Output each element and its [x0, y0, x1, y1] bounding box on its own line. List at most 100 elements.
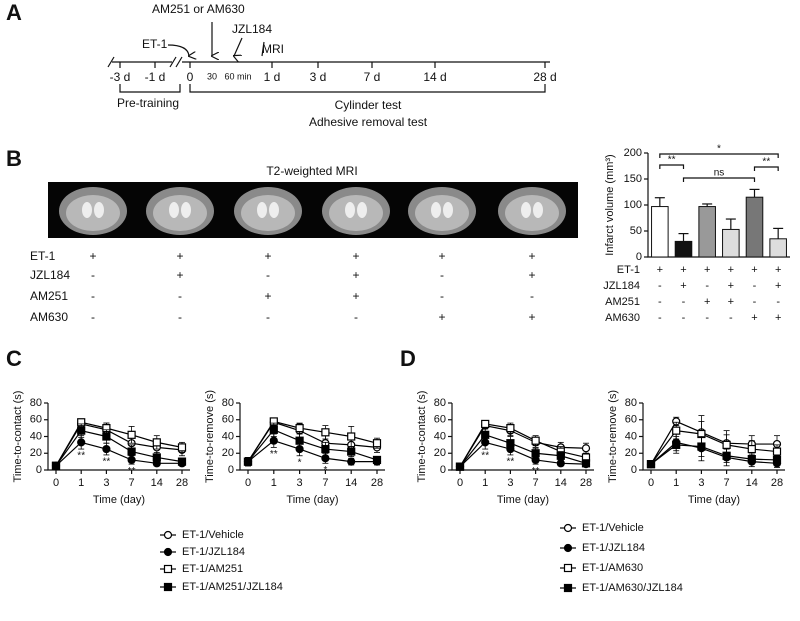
- y-axis-label: Time-to-contact (s): [416, 391, 428, 483]
- treatment-sign: -: [658, 280, 662, 292]
- brain-slice: [66, 195, 120, 231]
- mri-images: [59, 187, 566, 235]
- point: [127, 447, 136, 456]
- y-tick-label: 40: [625, 430, 637, 442]
- series-line: [55, 441, 182, 467]
- x-axis-label: Time (day): [688, 494, 740, 506]
- panel-label: D: [400, 346, 416, 371]
- treatment-sign: -: [658, 312, 662, 324]
- point: [747, 455, 756, 464]
- series-line: [55, 423, 183, 467]
- treatment-label: AM630: [605, 312, 640, 324]
- x-tick-label: 1: [482, 477, 488, 489]
- treatment-sign: +: [352, 289, 359, 303]
- tick-label: 60 min: [224, 71, 251, 81]
- x-axis-label: Time (day): [497, 494, 549, 506]
- point: [506, 424, 515, 433]
- treatment-label: ET-1: [30, 249, 56, 263]
- treatment-sign: +: [528, 268, 535, 282]
- point: [672, 440, 681, 449]
- treatment-sign: -: [705, 280, 709, 292]
- treatment-sign: +: [528, 249, 535, 263]
- legend-label: ET-1/AM251/JZL184: [182, 581, 283, 593]
- y-tick-label: 100: [624, 199, 642, 211]
- point: [127, 430, 136, 439]
- treatment-sign: +: [704, 264, 710, 276]
- series-line: [55, 429, 183, 467]
- treatment-sign: -: [354, 310, 358, 324]
- point: [295, 424, 304, 433]
- x-tick-label: 1: [271, 477, 277, 489]
- tick-label: 1 d: [264, 70, 281, 84]
- bar: [651, 206, 669, 258]
- significance-label: ns: [714, 168, 725, 179]
- legend-label: ET-1/JZL184: [182, 546, 245, 558]
- period-label: Adhesive removal test: [309, 115, 428, 129]
- series-line: [650, 444, 778, 465]
- treatment-sign: +: [264, 289, 271, 303]
- point: [77, 426, 86, 435]
- point: [722, 451, 731, 460]
- event-label: MRI: [262, 42, 284, 56]
- x-tick-label: 0: [457, 477, 463, 489]
- treatment-label: JZL184: [603, 280, 640, 292]
- ventricle: [82, 202, 92, 218]
- significance-label: **: [270, 449, 278, 460]
- tick-label: 30: [207, 71, 217, 81]
- significance-label: *: [717, 144, 721, 155]
- legend-marker: [163, 564, 173, 574]
- treatment-sign: -: [266, 310, 270, 324]
- treatment-sign: -: [91, 289, 95, 303]
- significance-label: *: [323, 465, 327, 476]
- point: [347, 432, 356, 441]
- event-arrow: [234, 37, 243, 56]
- ventricle: [533, 202, 543, 218]
- ventricle: [521, 202, 531, 218]
- axis-break: [175, 56, 183, 68]
- point: [321, 428, 330, 437]
- legend-label: ET-1/JZL184: [582, 542, 645, 554]
- ventricle: [431, 202, 441, 218]
- treatment-sign: +: [775, 280, 781, 292]
- treatment-sign: -: [530, 289, 534, 303]
- mri-strip: [48, 182, 578, 238]
- significance-label: **: [77, 451, 85, 462]
- significance-label: **: [532, 466, 540, 477]
- treatment-sign: +: [751, 312, 757, 324]
- event-arrow: [261, 41, 265, 57]
- event-label: AM251 or AM630: [152, 2, 245, 16]
- y-tick-label: 20: [222, 447, 234, 459]
- tick-label: 3 d: [310, 70, 327, 84]
- x-tick-label: 7: [724, 477, 730, 489]
- legend-label: ET-1/Vehicle: [582, 522, 644, 534]
- series-line: [459, 441, 587, 468]
- significance-label: *: [298, 457, 302, 468]
- treatment-sign: +: [438, 249, 445, 263]
- brain-slice: [415, 195, 469, 231]
- treatment-sign: +: [176, 249, 183, 263]
- series-line: [247, 420, 378, 462]
- ventricle: [169, 202, 179, 218]
- x-tick-label: 14: [746, 477, 758, 489]
- point: [347, 447, 356, 456]
- brain-slice: [153, 195, 207, 231]
- treatment-sign: +: [264, 249, 271, 263]
- significance-label: **: [128, 466, 136, 477]
- treatment-sign: +: [704, 296, 710, 308]
- point: [321, 444, 330, 454]
- treatment-sign: +: [176, 268, 183, 282]
- treatment-sign: -: [91, 310, 95, 324]
- x-tick-label: 14: [555, 477, 567, 489]
- y-tick-label: 80: [434, 397, 446, 409]
- point: [77, 438, 86, 447]
- tick-label: 0: [187, 70, 194, 84]
- treatment-sign: -: [776, 296, 780, 308]
- x-axis-label: Time (day): [286, 494, 338, 506]
- event-label: JZL184: [232, 22, 272, 36]
- mri-title: T2-weighted MRI: [266, 164, 357, 178]
- x-tick-label: 0: [648, 477, 654, 489]
- x-tick-label: 28: [771, 477, 783, 489]
- y-tick-label: 60: [625, 414, 637, 426]
- y-tick-label: 200: [624, 147, 642, 159]
- legend-marker: [563, 523, 573, 533]
